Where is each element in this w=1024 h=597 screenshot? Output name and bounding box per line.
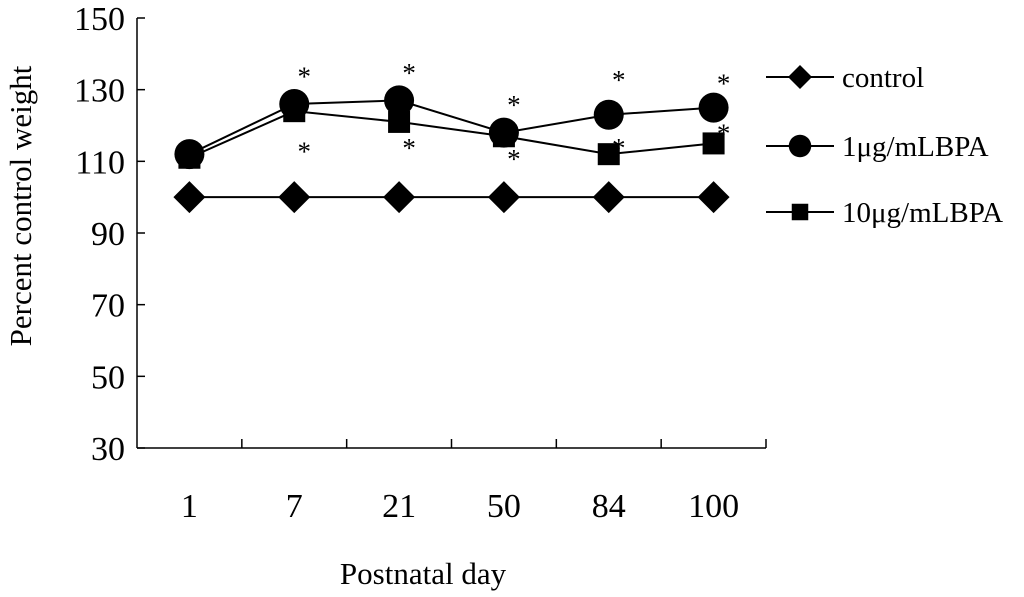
- significance-star: *: [298, 137, 312, 167]
- circle-marker: [593, 99, 624, 130]
- significance-star: *: [507, 144, 521, 174]
- square-marker: [388, 110, 411, 133]
- significance-star: *: [612, 65, 626, 95]
- y-tick-label: 30: [91, 431, 125, 468]
- y-tick-label: 150: [74, 1, 125, 38]
- axis-ticks: 30 50 70 90 110 130 150 1 7 21 50 84 100: [74, 1, 767, 525]
- significance-star: *: [402, 133, 416, 163]
- diamond-marker: [173, 181, 206, 214]
- legend-label: control: [842, 62, 924, 94]
- significance-star: *: [507, 90, 521, 120]
- square-marker: [283, 100, 306, 123]
- x-axis-title: Postnatal day: [340, 556, 507, 591]
- legend-label: 10μg/mLBPA: [842, 197, 1003, 229]
- y-tick-label: 90: [91, 216, 125, 253]
- series-square: [178, 100, 725, 169]
- x-tick-label: 100: [688, 488, 739, 525]
- axes: [136, 18, 766, 449]
- significance-star: *: [298, 61, 312, 91]
- diamond-marker: [278, 181, 311, 214]
- y-tick-label: 50: [91, 359, 125, 396]
- annotations: * * * * * * * * * *: [298, 58, 731, 174]
- diamond-marker: [487, 181, 520, 214]
- square-marker: [702, 132, 725, 155]
- square-marker: [597, 143, 620, 166]
- circle-marker: [788, 134, 812, 158]
- square-marker: [178, 146, 201, 169]
- circle-marker: [698, 92, 729, 123]
- y-tick-label: 70: [91, 288, 125, 325]
- legend-item: 10μg/mLBPA: [766, 197, 1003, 229]
- y-tick-label: 130: [74, 73, 125, 110]
- x-tick-label: 50: [487, 488, 521, 525]
- significance-star: *: [717, 69, 731, 99]
- diamond-marker: [383, 181, 416, 214]
- legend: control 1μg/mLBPA 10μg/mLBPA: [766, 62, 1003, 229]
- significance-star: *: [402, 58, 416, 88]
- legend-item: 1μg/mLBPA: [766, 131, 989, 163]
- x-tick-label: 84: [592, 488, 626, 525]
- series-line: [189, 110, 714, 159]
- x-tick-label: 7: [286, 488, 303, 525]
- diamond-marker: [697, 181, 730, 214]
- series-group: [173, 85, 730, 214]
- legend-label: 1μg/mLBPA: [842, 131, 989, 163]
- significance-star: *: [612, 133, 626, 163]
- x-tick-label: 1: [181, 488, 198, 525]
- square-marker: [791, 203, 809, 221]
- series-diamond: [173, 181, 730, 214]
- y-axis-title: Percent control weight: [3, 65, 38, 346]
- y-tick-label: 110: [75, 144, 125, 181]
- diamond-marker: [788, 65, 812, 89]
- legend-item: control: [766, 62, 924, 94]
- significance-star: *: [717, 119, 731, 149]
- circle-marker: [384, 85, 415, 116]
- series-line: [188, 99, 714, 156]
- diamond-marker: [592, 181, 625, 214]
- x-tick-label: 21: [382, 488, 416, 525]
- square-marker: [492, 125, 515, 148]
